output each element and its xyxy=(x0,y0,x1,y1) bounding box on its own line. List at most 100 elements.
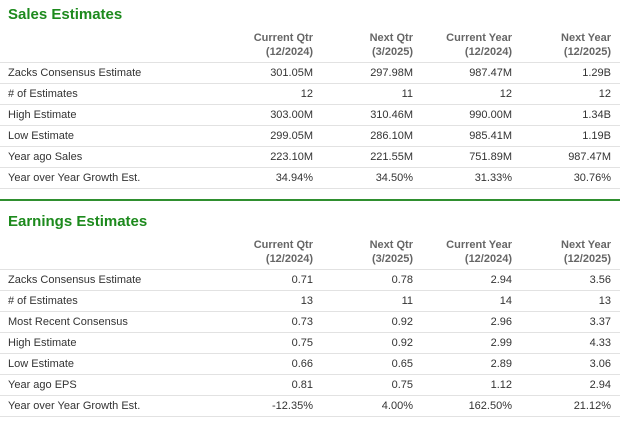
row-label: Low Estimate xyxy=(8,130,75,142)
cell: 12 xyxy=(300,88,313,100)
cell: 0.71 xyxy=(291,274,313,286)
column-header: (12/2024) xyxy=(464,253,512,265)
cell: 286.10M xyxy=(370,130,413,142)
row-rule xyxy=(0,311,620,312)
cell: 0.92 xyxy=(391,337,413,349)
cell: 0.66 xyxy=(291,358,313,370)
column-header: (3/2025) xyxy=(372,46,413,58)
cell: 11 xyxy=(401,88,413,100)
row-label: Zacks Consensus Estimate xyxy=(8,67,142,79)
cell: 2.96 xyxy=(490,316,512,328)
column-header: (12/2024) xyxy=(464,46,512,58)
row-rule xyxy=(0,353,620,354)
row-label: # of Estimates xyxy=(8,88,78,100)
column-header: (12/2025) xyxy=(563,46,611,58)
column-header: Current Qtr xyxy=(253,239,313,251)
cell: 0.78 xyxy=(391,274,413,286)
column-header: (12/2025) xyxy=(563,253,611,265)
row-rule xyxy=(0,62,620,63)
row-rule xyxy=(0,269,620,270)
cell: 4.33 xyxy=(589,337,611,349)
cell: 2.89 xyxy=(490,358,512,370)
column-header: Next Year xyxy=(561,239,611,251)
cell: 3.37 xyxy=(589,316,611,328)
cell: 34.50% xyxy=(375,172,413,184)
column-header: (3/2025) xyxy=(372,253,413,265)
row-label: Year over Year Growth Est. xyxy=(8,400,141,412)
cell: 14 xyxy=(499,295,512,307)
row-rule xyxy=(0,125,620,126)
cell: 297.98M xyxy=(370,67,413,79)
cell: 1.12 xyxy=(490,379,512,391)
row-label: Year over Year Growth Est. xyxy=(8,172,141,184)
row-label: Zacks Consensus Estimate xyxy=(8,274,142,286)
column-header: (12/2024) xyxy=(265,253,313,265)
cell: 299.05M xyxy=(270,130,313,142)
row-rule xyxy=(0,290,620,291)
cell: 990.00M xyxy=(469,109,512,121)
cell: 3.06 xyxy=(589,358,611,370)
section-title: Sales Estimates xyxy=(8,6,123,23)
cell: 1.34B xyxy=(582,109,611,121)
cell: 0.73 xyxy=(291,316,313,328)
row-rule xyxy=(0,416,620,417)
cell: 21.12% xyxy=(573,400,611,412)
column-header: Next Qtr xyxy=(369,239,413,251)
cell: 0.92 xyxy=(391,316,413,328)
cell: 1.29B xyxy=(582,67,611,79)
cell: 30.76% xyxy=(573,172,611,184)
cell: 0.75 xyxy=(291,337,313,349)
row-rule xyxy=(0,146,620,147)
cell: 987.47M xyxy=(469,67,512,79)
row-rule xyxy=(0,188,620,189)
cell: 985.41M xyxy=(469,130,512,142)
row-rule xyxy=(0,104,620,105)
cell: 12 xyxy=(598,88,611,100)
cell: 34.94% xyxy=(275,172,313,184)
cell: 2.94 xyxy=(490,274,512,286)
cell: 13 xyxy=(300,295,313,307)
row-label: Low Estimate xyxy=(8,358,75,370)
cell: 31.33% xyxy=(474,172,512,184)
cell: 0.81 xyxy=(291,379,313,391)
row-label: High Estimate xyxy=(8,337,77,349)
cell: 4.00% xyxy=(381,400,413,412)
section-title: Earnings Estimates xyxy=(8,213,148,230)
cell: 223.10M xyxy=(270,151,313,163)
row-rule xyxy=(0,167,620,168)
row-label: Most Recent Consensus xyxy=(8,316,128,328)
row-label: High Estimate xyxy=(8,109,77,121)
row-rule xyxy=(0,395,620,396)
column-header: Next Year xyxy=(561,32,611,44)
row-rule xyxy=(0,374,620,375)
column-header: Next Qtr xyxy=(369,32,413,44)
cell: 751.89M xyxy=(469,151,512,163)
cell: 162.50% xyxy=(468,400,512,412)
cell: 0.75 xyxy=(391,379,413,391)
column-header: (12/2024) xyxy=(265,46,313,58)
cell: 310.46M xyxy=(370,109,413,121)
section-separator xyxy=(0,199,620,201)
cell: 303.00M xyxy=(270,109,313,121)
row-label: # of Estimates xyxy=(8,295,78,307)
row-label: Year ago EPS xyxy=(8,379,77,391)
cell: 0.65 xyxy=(391,358,413,370)
cell: 2.99 xyxy=(490,337,512,349)
cell: 13 xyxy=(598,295,611,307)
cell: 987.47M xyxy=(568,151,611,163)
cell: 11 xyxy=(401,295,413,307)
cell: -12.35% xyxy=(272,400,313,412)
row-label: Year ago Sales xyxy=(8,151,83,163)
cell: 1.19B xyxy=(582,130,611,142)
cell: 12 xyxy=(499,88,512,100)
column-header: Current Year xyxy=(446,239,512,251)
cell: 301.05M xyxy=(270,67,313,79)
cell: 3.56 xyxy=(589,274,611,286)
column-header: Current Year xyxy=(446,32,512,44)
row-rule xyxy=(0,83,620,84)
cell: 221.55M xyxy=(370,151,413,163)
cell: 2.94 xyxy=(589,379,611,391)
column-header: Current Qtr xyxy=(253,32,313,44)
row-rule xyxy=(0,332,620,333)
